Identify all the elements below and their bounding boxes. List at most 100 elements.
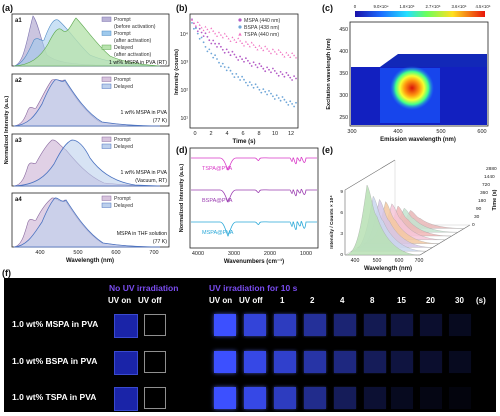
colorbar-tick: 9.0×10⁴ [373, 4, 388, 9]
legend-swatch-delayed-after [101, 44, 112, 50]
decay-point [198, 37, 201, 40]
legend-marker-mspa [238, 18, 242, 22]
sample-square-glow [364, 314, 386, 336]
decay-point [285, 101, 288, 104]
decay-point [208, 48, 211, 51]
time-tick-label: 1440 [484, 174, 495, 180]
panel-a-label: (a) [2, 3, 13, 13]
decay-point [295, 77, 297, 80]
panel-d-label: (d) [176, 145, 188, 155]
decay-point [264, 45, 267, 48]
subplot-a4-label: a4 [15, 197, 22, 203]
time-tick-label: 720 [482, 182, 490, 188]
col-time: 15 [397, 296, 406, 305]
a3-delayed [13, 139, 161, 187]
decay-point [243, 78, 245, 81]
y-tick-label: 450 [339, 27, 348, 33]
caption-a4-condition: (77 K) [153, 239, 167, 245]
decay-point [221, 48, 224, 51]
decay-point [227, 66, 230, 69]
y-tick-label: 10¹ [181, 116, 189, 122]
decay-point [279, 71, 282, 73]
decay-point [191, 22, 193, 24]
ftir-trace-bspa [191, 188, 317, 203]
decay-point [283, 98, 286, 101]
decay-point [287, 104, 290, 106]
decay-point [247, 59, 249, 62]
uv-header: UV irradiation for 10 s [209, 283, 298, 293]
panel-a: (a) a1 Prompt (before activation) Prompt… [2, 3, 170, 264]
time-tick-label: 360 [480, 190, 488, 196]
caption-a2: 1 wt% MSPA in PVA [120, 110, 167, 116]
heatmap-fringe [380, 54, 487, 67]
x-axis-label: Wavelength (nm) [364, 266, 412, 272]
decay-point [227, 37, 230, 40]
decay-point [241, 42, 244, 44]
decay-point [281, 53, 284, 56]
col-time: 1 [280, 296, 285, 305]
decay-point [287, 74, 290, 77]
decay-point [195, 27, 197, 30]
decay-point [200, 36, 203, 39]
decay-point [248, 45, 251, 48]
decay-point [208, 30, 211, 33]
sample-square-nouv-on [114, 387, 138, 411]
decay-point [214, 54, 217, 57]
x-tick-label: 3000 [228, 251, 240, 257]
colorbar-tick: 4.5×10⁵ [475, 4, 490, 9]
x-tick-label: 1000 [300, 251, 312, 257]
legend-text: TSPA (440 nm) [244, 32, 279, 38]
decay-point [243, 44, 245, 47]
decay-point [225, 48, 228, 51]
decay-point [281, 73, 284, 76]
legend-swatch-delayed [101, 202, 112, 208]
y-axis-label: Intensity (counts) [174, 49, 180, 95]
decay-point [256, 86, 259, 88]
sample-square-glow [214, 351, 236, 373]
subplot-a1-label: a1 [15, 18, 22, 24]
a4-delayed [13, 197, 161, 248]
decay-point [204, 32, 207, 35]
decay-point [225, 69, 228, 72]
sample-square-glow [449, 387, 471, 409]
decay-point [272, 67, 274, 70]
decay-point [268, 68, 270, 71]
legend-text: Delayed [114, 203, 133, 209]
decay-point [258, 44, 261, 47]
x-axis-label: Wavenumbers (cm⁻¹) [224, 258, 284, 265]
decay-point [241, 58, 244, 61]
decay-point [260, 65, 263, 68]
decay-point [247, 84, 249, 87]
legend-swatch-prompt [101, 136, 112, 142]
decay-point [200, 31, 203, 34]
col-time: 2 [310, 296, 315, 305]
time-tick-label: 2880 [486, 166, 497, 172]
z-axis-label: Intensity / Counts × 10⁴ [329, 195, 335, 249]
decay-point [275, 94, 278, 97]
caption-a4: MSPA in THF solution [117, 231, 167, 237]
x-tick-label: 500 [436, 129, 445, 135]
decay-point [204, 46, 207, 48]
decay-point [272, 95, 274, 98]
sample-square-glow [391, 314, 413, 336]
x-tick-label: 400 [393, 129, 402, 135]
x-tick-label: 600 [111, 250, 120, 256]
decay-point [287, 53, 290, 56]
decay-point [264, 70, 267, 73]
col-uv-on-nouv: UV on [108, 296, 132, 305]
time-tick-label: 0 [472, 222, 475, 228]
decay-point [250, 84, 253, 86]
legend-swatch-delayed [101, 83, 112, 89]
decay-point [268, 90, 270, 92]
decay-point [245, 57, 247, 60]
col-time: 8 [370, 296, 375, 305]
col-time: 20 [426, 296, 435, 305]
decay-point [202, 35, 205, 37]
z-tick-label: 3 [340, 231, 343, 237]
decay-point [198, 27, 201, 30]
sample-square-glow [420, 314, 442, 336]
sample-square-glow [304, 351, 326, 373]
x-tick-label: 400 [35, 250, 44, 256]
col-time: 4 [340, 296, 345, 305]
